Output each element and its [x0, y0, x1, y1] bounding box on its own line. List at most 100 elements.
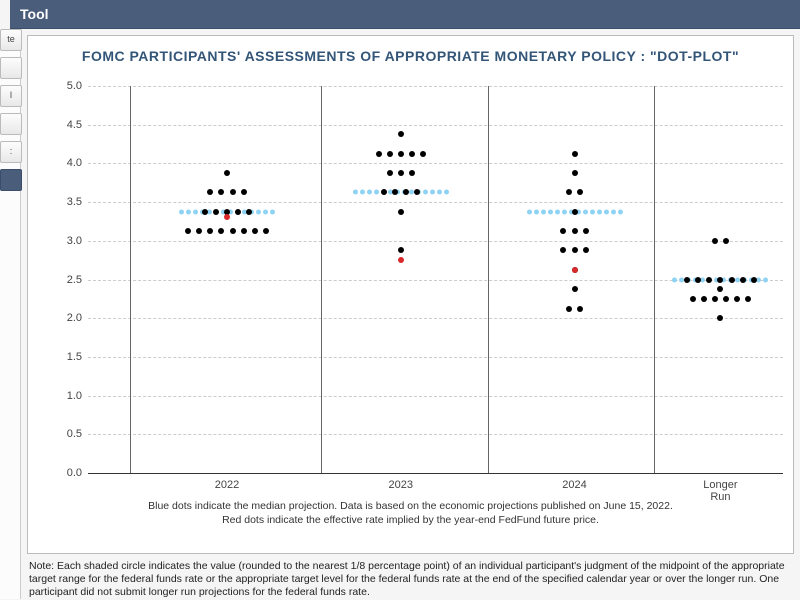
sidebar: te l:	[0, 29, 21, 599]
y-tick-label: 3.0	[67, 235, 82, 247]
participant-dot	[409, 151, 415, 157]
y-tick-label: 1.0	[67, 390, 82, 402]
participant-dot	[202, 209, 208, 215]
participant-dot	[572, 170, 578, 176]
group-separator	[654, 86, 655, 473]
footnote: Note: Each shaded circle indicates the v…	[27, 558, 794, 599]
participant-dot	[403, 189, 409, 195]
participant-dot	[392, 189, 398, 195]
participant-dot	[409, 170, 415, 176]
participant-dot	[572, 228, 578, 234]
sidebar-button-0[interactable]: te	[0, 29, 22, 51]
x-tick-label: 2022	[215, 479, 239, 491]
participant-dot	[695, 277, 701, 283]
participant-dot	[560, 247, 566, 253]
sidebar-button-5[interactable]	[0, 169, 22, 191]
gridline	[88, 434, 783, 435]
participant-dot	[577, 306, 583, 312]
participant-dot	[398, 131, 404, 137]
participant-dot	[263, 228, 269, 234]
participant-dot	[729, 277, 735, 283]
participant-dot	[246, 209, 252, 215]
tool-label: Tool	[20, 6, 49, 22]
participant-dot	[230, 228, 236, 234]
caption-line-2: Red dots indicate the effective rate imp…	[38, 513, 783, 527]
participant-dot	[717, 286, 723, 292]
participant-dot	[706, 277, 712, 283]
participant-dot	[583, 247, 589, 253]
participant-dot	[230, 189, 236, 195]
participant-dot	[577, 189, 583, 195]
gridline	[88, 473, 783, 474]
gridline	[88, 86, 783, 87]
group-separator	[488, 86, 489, 473]
participant-dot	[398, 170, 404, 176]
x-tick-label: 2024	[562, 479, 586, 491]
participant-dot	[712, 296, 718, 302]
participant-dot	[398, 247, 404, 253]
gridline	[88, 125, 783, 126]
participant-dot	[387, 151, 393, 157]
participant-dot	[207, 189, 213, 195]
participant-dot	[734, 296, 740, 302]
participant-dot	[572, 209, 578, 215]
participant-dot	[207, 228, 213, 234]
participant-dot	[566, 189, 572, 195]
participant-dot	[387, 170, 393, 176]
participant-dot	[381, 189, 387, 195]
x-tick-label: 2023	[389, 479, 413, 491]
participant-dot	[218, 228, 224, 234]
participant-dot	[717, 315, 723, 321]
participant-dot	[241, 228, 247, 234]
participant-dot	[560, 228, 566, 234]
participant-dot	[583, 228, 589, 234]
y-tick-label: 4.0	[67, 157, 82, 169]
y-tick-label: 0.0	[67, 467, 82, 479]
participant-dot	[196, 228, 202, 234]
participant-dot	[723, 238, 729, 244]
participant-dot	[224, 170, 230, 176]
group-separator	[130, 86, 131, 473]
participant-dot	[398, 209, 404, 215]
chart-title: FOMC PARTICIPANTS' ASSESSMENTS OF APPROP…	[28, 36, 793, 72]
participant-dot	[241, 189, 247, 195]
participant-dot	[572, 151, 578, 157]
dot-plot-chart: FOMC PARTICIPANTS' ASSESSMENTS OF APPROP…	[27, 35, 794, 554]
participant-dot	[701, 296, 707, 302]
y-tick-label: 3.5	[67, 196, 82, 208]
y-tick-label: 0.5	[67, 428, 82, 440]
participant-dot	[572, 247, 578, 253]
participant-dot	[252, 228, 258, 234]
tool-header: Tool	[10, 0, 800, 29]
participant-dot	[751, 277, 757, 283]
y-tick-label: 4.5	[67, 119, 82, 131]
future-rate-dot	[224, 214, 230, 220]
future-rate-dot	[572, 267, 578, 273]
participant-dot	[712, 238, 718, 244]
sidebar-button-4[interactable]: :	[0, 141, 22, 163]
participant-dot	[717, 277, 723, 283]
participant-dot	[572, 286, 578, 292]
gridline	[88, 396, 783, 397]
caption-line-1: Blue dots indicate the median projection…	[38, 499, 783, 513]
participant-dot	[235, 209, 241, 215]
sidebar-button-1[interactable]	[0, 57, 22, 79]
median-projection	[353, 190, 449, 195]
sidebar-button-3[interactable]	[0, 113, 22, 135]
gridline	[88, 163, 783, 164]
participant-dot	[723, 296, 729, 302]
y-tick-label: 5.0	[67, 80, 82, 92]
participant-dot	[213, 209, 219, 215]
participant-dot	[420, 151, 426, 157]
main-panel: FOMC PARTICIPANTS' ASSESSMENTS OF APPROP…	[21, 29, 800, 599]
gridline	[88, 357, 783, 358]
y-tick-label: 2.5	[67, 274, 82, 286]
gridline	[88, 241, 783, 242]
group-separator	[321, 86, 322, 473]
gridline	[88, 202, 783, 203]
chart-caption: Blue dots indicate the median projection…	[28, 499, 793, 527]
main-layout: te l: FOMC PARTICIPANTS' ASSESSMENTS OF A…	[0, 29, 800, 599]
participant-dot	[566, 306, 572, 312]
participant-dot	[376, 151, 382, 157]
sidebar-button-2[interactable]: l	[0, 85, 22, 107]
